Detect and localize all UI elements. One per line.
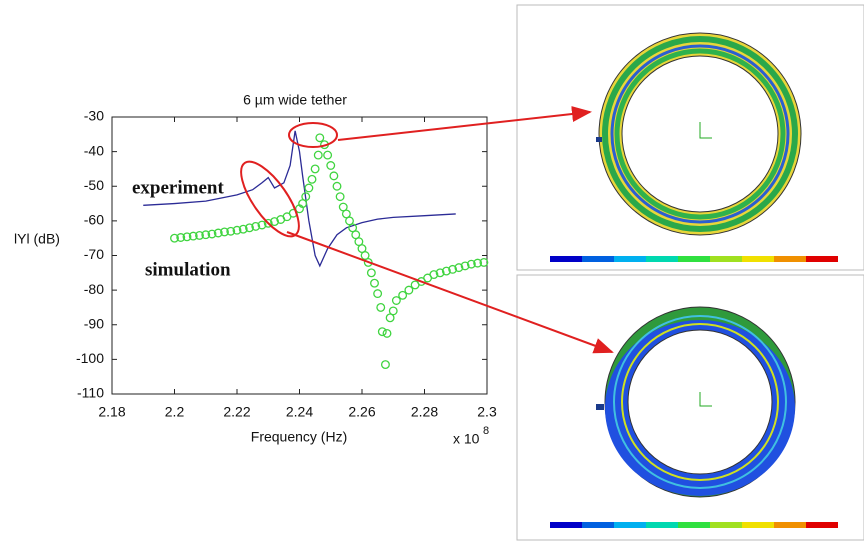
data-point	[377, 304, 385, 312]
y-tick-label: -60	[84, 212, 104, 228]
y-tick-label: -110	[77, 385, 104, 401]
data-point	[316, 134, 324, 142]
fem-image-top	[517, 5, 864, 270]
data-point	[324, 151, 332, 159]
x-tick-label: 2.28	[411, 404, 438, 420]
x-tick-label: 2.2	[165, 404, 185, 420]
y-tick-label: -90	[84, 315, 104, 331]
series-label: experiment	[132, 177, 224, 198]
figure: 6 µm wide tether Frequency (Hz) lYl (dB)…	[0, 0, 864, 541]
data-point	[305, 184, 313, 192]
data-point	[389, 307, 397, 315]
x-tick-label: 2.26	[348, 404, 375, 420]
y-tick-label: -50	[84, 177, 104, 193]
y-tick-label: -80	[84, 281, 104, 297]
series-line	[143, 131, 456, 266]
data-point	[379, 328, 387, 336]
data-point	[311, 165, 319, 173]
x-tick-label: 2.22	[223, 404, 250, 420]
x-tick-label: 2.3	[477, 404, 497, 420]
series-label: simulation	[145, 259, 231, 280]
data-point	[314, 151, 322, 159]
x-axis-label: Frequency (Hz)	[251, 429, 347, 445]
x-multiplier: x 10	[453, 431, 480, 447]
x-tick-label: 2.24	[286, 404, 313, 420]
data-point	[374, 290, 382, 298]
data-point	[308, 176, 316, 184]
y-axis-label: lYl (dB)	[14, 231, 60, 247]
y-tick-label: -40	[84, 142, 104, 158]
data-point	[330, 172, 338, 180]
y-tick-label: -70	[84, 246, 104, 262]
y-tick-label: -100	[76, 350, 104, 366]
data-point	[327, 162, 335, 170]
y-tick-label: -30	[84, 108, 104, 124]
data-point	[368, 269, 376, 277]
data-point	[382, 361, 390, 369]
data-point	[336, 193, 344, 201]
fem-image-bottom	[517, 275, 864, 540]
x-exponent: 8	[483, 425, 489, 437]
data-point	[383, 330, 391, 338]
plot-frame	[112, 117, 487, 394]
x-tick-label: 2.18	[98, 404, 125, 420]
data-point	[333, 182, 341, 190]
highlight	[231, 153, 309, 245]
chart-title: 6 µm wide tether	[243, 92, 347, 108]
data-point	[371, 279, 379, 287]
